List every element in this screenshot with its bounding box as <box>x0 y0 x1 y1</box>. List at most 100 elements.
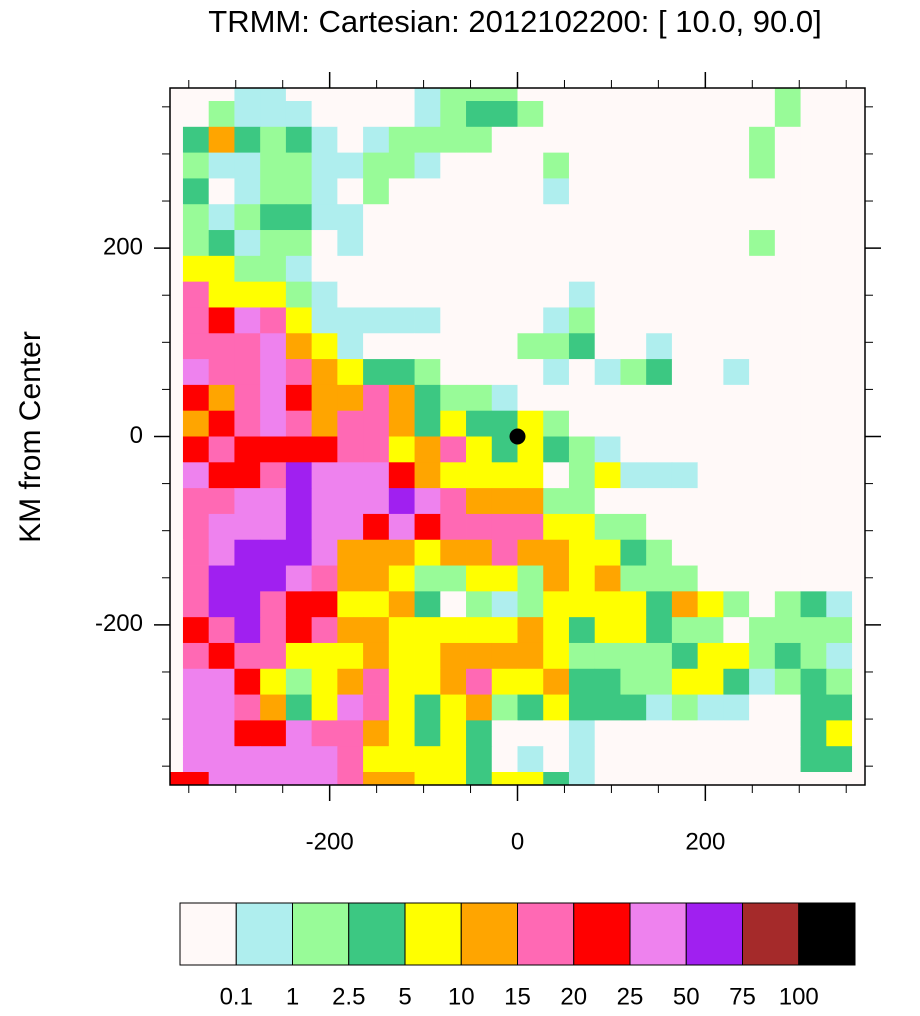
heatmap-cell <box>543 178 570 205</box>
heatmap-cell <box>234 152 261 179</box>
heatmap-cell <box>285 281 313 308</box>
heatmap-cell <box>723 513 750 541</box>
heatmap-cell <box>517 772 544 785</box>
heatmap-cell <box>388 307 415 334</box>
heatmap-cell <box>594 281 621 308</box>
heatmap-cell <box>749 462 776 489</box>
heatmap-cell <box>234 617 261 644</box>
heatmap-cell <box>646 333 673 360</box>
heatmap-cell <box>208 720 235 747</box>
heatmap-cell <box>414 642 441 670</box>
heatmap-cell <box>388 230 415 257</box>
heatmap-cell <box>517 230 544 257</box>
heatmap-cell <box>646 384 673 412</box>
heatmap-cell <box>749 539 776 566</box>
heatmap-cell <box>671 88 699 102</box>
heatmap-cell <box>440 513 467 541</box>
heatmap-cell <box>311 642 338 670</box>
heatmap-cell <box>260 694 287 721</box>
heatmap-cell <box>208 281 235 308</box>
heatmap-cell <box>774 178 801 205</box>
heatmap-cell <box>620 694 647 721</box>
heatmap-cell <box>285 539 313 566</box>
heatmap-cell <box>234 307 261 334</box>
heatmap-cell <box>800 668 827 695</box>
heatmap-cell <box>543 255 570 283</box>
heatmap-cells <box>170 88 865 785</box>
heatmap-cell <box>363 539 390 566</box>
heatmap-cell <box>517 539 544 566</box>
heatmap-cell <box>800 539 827 566</box>
heatmap-cell <box>388 462 415 489</box>
heatmap-cell <box>491 488 518 515</box>
heatmap-cell <box>285 126 313 154</box>
heatmap-cell <box>620 359 647 386</box>
heatmap-cell <box>800 694 827 721</box>
heatmap-cell <box>568 591 596 618</box>
heatmap-cell <box>517 720 544 747</box>
heatmap-cell <box>414 359 441 386</box>
heatmap-cell <box>363 642 390 670</box>
heatmap-cell <box>723 126 750 154</box>
heatmap-cell <box>414 100 441 128</box>
heatmap-cell <box>182 255 210 283</box>
heatmap-cell <box>260 668 287 695</box>
heatmap-cell <box>491 88 518 102</box>
heatmap-cell <box>170 513 184 541</box>
heatmap-cell <box>749 720 776 747</box>
colorbar-box <box>179 902 237 966</box>
heatmap-cell <box>363 204 390 231</box>
heatmap-cell <box>800 178 827 205</box>
heatmap-cell <box>517 307 544 334</box>
heatmap-cell <box>543 333 570 360</box>
y-axis-label: KM from Center <box>14 331 47 543</box>
heatmap-cell <box>826 281 853 308</box>
heatmap-cell <box>594 152 621 179</box>
heatmap-cell <box>594 668 621 695</box>
heatmap-cell <box>337 513 364 541</box>
heatmap-cell <box>671 359 699 386</box>
heatmap-cell <box>182 126 210 154</box>
y-tick-label: 200 <box>103 233 143 260</box>
heatmap-cell <box>311 333 338 360</box>
heatmap-cell <box>543 488 570 515</box>
heatmap-cell <box>800 359 827 386</box>
heatmap-cell <box>170 410 184 437</box>
heatmap-cell <box>491 565 518 592</box>
heatmap-cell <box>311 178 338 205</box>
heatmap-cell <box>182 281 210 308</box>
heatmap-cell <box>594 333 621 360</box>
heatmap-cell <box>170 642 184 670</box>
heatmap-cell <box>543 230 570 257</box>
heatmap-cell <box>388 565 415 592</box>
heatmap-cell <box>414 384 441 412</box>
heatmap-cell <box>826 307 853 334</box>
heatmap-cell <box>646 642 673 670</box>
heatmap-cell <box>800 642 827 670</box>
heatmap-cell <box>594 462 621 489</box>
heatmap-cell <box>568 642 596 670</box>
heatmap-cell <box>697 436 724 463</box>
heatmap-cell <box>568 359 596 386</box>
heatmap-cell <box>414 152 441 179</box>
chart-title: TRMM: Cartesian: 2012102200: [ 10.0, 90.… <box>208 4 821 39</box>
heatmap-cell <box>285 152 313 179</box>
heatmap-cell <box>774 617 801 644</box>
heatmap-cell <box>414 178 441 205</box>
heatmap-cell <box>260 746 287 773</box>
heatmap-cell <box>646 772 673 785</box>
heatmap-cell <box>749 178 776 205</box>
colorbar-label: 100 <box>779 983 819 1010</box>
colorbar-box <box>742 902 800 966</box>
heatmap-cell <box>594 384 621 412</box>
heatmap-cell <box>234 100 261 128</box>
heatmap-cell <box>440 255 467 283</box>
heatmap-cell <box>363 746 390 773</box>
heatmap-cell <box>260 230 287 257</box>
heatmap-cell <box>182 668 210 695</box>
heatmap-cell <box>363 720 390 747</box>
heatmap-cell <box>697 565 724 592</box>
heatmap-cell <box>543 307 570 334</box>
heatmap-cell <box>723 565 750 592</box>
heatmap-cell <box>620 462 647 489</box>
